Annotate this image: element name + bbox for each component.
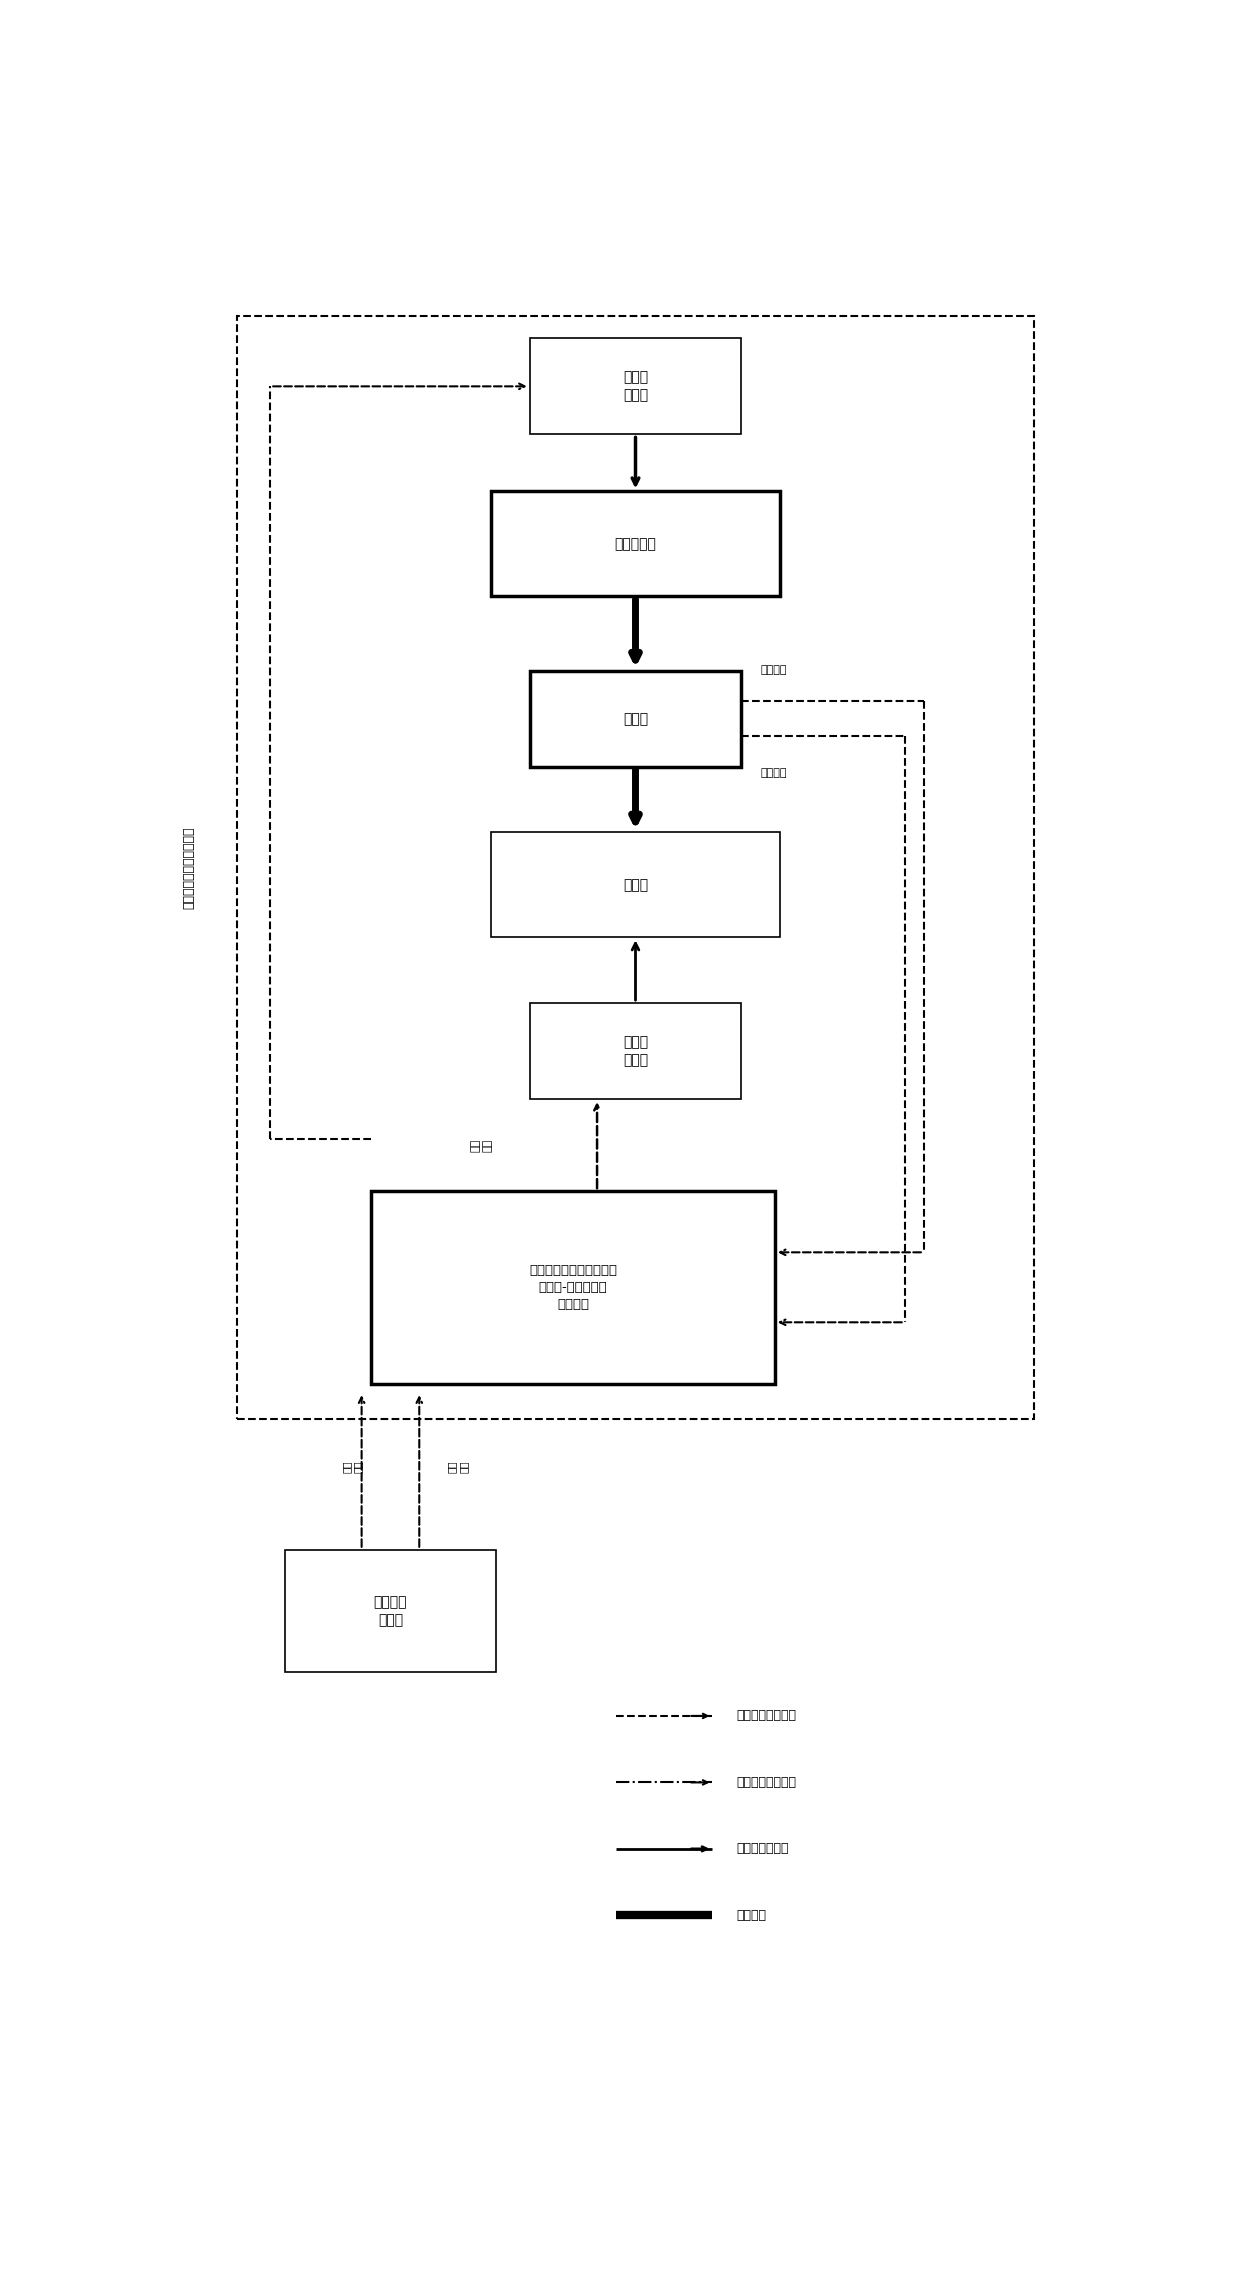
Text: 基于扰动观测的自学习型
发动机-液力变矩器
控制算法: 基于扰动观测的自学习型 发动机-液力变矩器 控制算法 — [529, 1263, 618, 1311]
FancyBboxPatch shape — [529, 670, 742, 768]
Text: 综合案例
上位机: 综合案例 上位机 — [373, 1595, 407, 1627]
Text: 连接轴: 连接轴 — [622, 711, 649, 725]
Text: 实际转速: 实际转速 — [760, 666, 787, 675]
FancyBboxPatch shape — [491, 491, 780, 595]
FancyBboxPatch shape — [529, 339, 742, 434]
Text: 液力变矩器目标输出力矩: 液力变矩器目标输出力矩 — [182, 827, 195, 909]
Text: 控制算法输入信号: 控制算法输入信号 — [737, 1709, 796, 1722]
Text: 执行器控制信号: 执行器控制信号 — [737, 1843, 789, 1856]
Text: 目标
扭矩: 目标 扭矩 — [446, 1461, 469, 1472]
Text: 机械连接: 机械连接 — [737, 1908, 766, 1922]
FancyBboxPatch shape — [285, 1550, 496, 1672]
Text: 液力变矩器: 液力变矩器 — [615, 536, 656, 550]
FancyBboxPatch shape — [491, 832, 780, 938]
Text: 发动机
控制器: 发动机 控制器 — [622, 1036, 649, 1068]
Text: 控制算法输出信号: 控制算法输出信号 — [737, 1777, 796, 1788]
FancyBboxPatch shape — [371, 1191, 775, 1384]
Text: 目标
转速: 目标 转速 — [341, 1461, 363, 1472]
Text: 变矩器
控制器: 变矩器 控制器 — [622, 370, 649, 402]
Text: 实际扭矩: 实际扭矩 — [760, 768, 787, 777]
Text: 发动机: 发动机 — [622, 877, 649, 893]
FancyBboxPatch shape — [529, 1002, 742, 1100]
Text: 油门
开度: 油门 开度 — [471, 1138, 492, 1152]
